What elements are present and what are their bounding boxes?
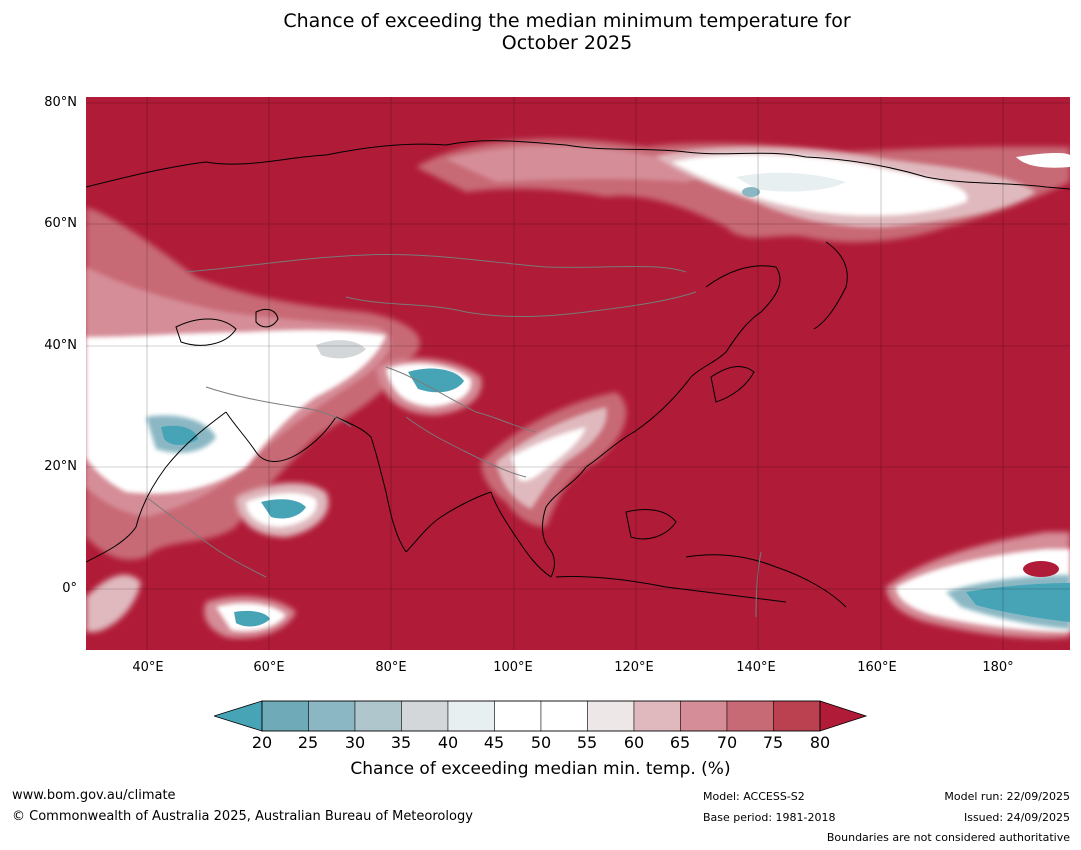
- colorbar-cell-75-80: [773, 700, 821, 732]
- lat-label-40n: 40°N: [44, 338, 77, 353]
- colorbar-cell-20-25: [261, 700, 309, 732]
- lon-label-100e: 100°E: [493, 660, 533, 675]
- lon-label-60e: 60°E: [253, 660, 285, 675]
- cbar-tick-30: 30: [344, 733, 366, 752]
- colorbar-cell-65-70: [680, 700, 728, 732]
- country-borders: [145, 253, 762, 618]
- model-name: Model: ACCESS-S2: [703, 790, 805, 803]
- map-panel[interactable]: [86, 97, 1070, 650]
- lon-label-160e: 160°E: [857, 660, 897, 675]
- colorbar-cell-35-40: [401, 700, 449, 732]
- cbar-tick-50: 50: [530, 733, 552, 752]
- colorbar-cell-45-50: [494, 700, 542, 732]
- cbar-tick-55: 55: [576, 733, 598, 752]
- colorbar-above-arrow: [819, 700, 868, 732]
- colorbar-cell-55-60: [587, 700, 635, 732]
- coastlines: [86, 140, 1070, 608]
- colorbar-cells: [261, 700, 821, 732]
- map-canvas: [86, 97, 1070, 650]
- lat-label-0: 0°: [62, 581, 77, 596]
- issued-date: Issued: 24/09/2025: [963, 811, 1070, 824]
- lat-label-60n: 60°N: [44, 216, 77, 231]
- lat-label-20n: 20°N: [44, 459, 77, 474]
- cbar-tick-70: 70: [716, 733, 738, 752]
- colorbar: [214, 700, 868, 732]
- cbar-tick-65: 65: [669, 733, 691, 752]
- cbar-tick-20: 20: [251, 733, 273, 752]
- boundaries-disclaimer: Boundaries are not considered authoritat…: [826, 831, 1070, 844]
- lon-label-140e: 140°E: [736, 660, 776, 675]
- colorbar-cell-30-35: [354, 700, 402, 732]
- west-asia-region: [86, 207, 421, 639]
- siberia-region: [416, 138, 1070, 243]
- pacific-region: [886, 532, 1070, 639]
- cbar-tick-80: 80: [809, 733, 831, 752]
- copyright-notice: © Commonwealth of Australia 2025, Austra…: [12, 809, 473, 824]
- lon-label-120e: 120°E: [614, 660, 654, 675]
- lat-label-80n: 80°N: [44, 95, 77, 110]
- colorbar-cell-40-45: [447, 700, 495, 732]
- base-period: Base period: 1981-2018: [703, 811, 836, 824]
- title-line-2: October 2025: [501, 32, 633, 54]
- colorbar-cell-50-55: [540, 700, 588, 732]
- cbar-tick-60: 60: [623, 733, 645, 752]
- cbar-tick-25: 25: [297, 733, 319, 752]
- colorbar-cell-25-30: [308, 700, 356, 732]
- title-line-1: Chance of exceeding the median minimum t…: [283, 10, 851, 32]
- lon-label-80e: 80°E: [375, 660, 407, 675]
- cbar-tick-45: 45: [483, 733, 505, 752]
- colorbar-cell-70-75: [726, 700, 774, 732]
- model-run-date: Model run: 22/09/2025: [944, 790, 1070, 803]
- bom-climate-link[interactable]: www.bom.gov.au/climate: [12, 788, 176, 803]
- lon-label-180: 180°: [982, 660, 1014, 675]
- map-title: Chance of exceeding the median minimum t…: [0, 10, 1081, 54]
- cbar-tick-75: 75: [762, 733, 784, 752]
- colorbar-outline: [261, 700, 821, 732]
- cbar-tick-35: 35: [390, 733, 412, 752]
- map-gridlines: [86, 97, 1070, 650]
- cbar-tick-40: 40: [437, 733, 459, 752]
- colorbar-cell-60-65: [633, 700, 681, 732]
- south-china-region: [481, 392, 627, 527]
- colorbar-label: Chance of exceeding median min. temp. (%…: [350, 759, 731, 779]
- lon-label-40e: 40°E: [132, 660, 164, 675]
- colorbar-below-arrow: [214, 700, 263, 732]
